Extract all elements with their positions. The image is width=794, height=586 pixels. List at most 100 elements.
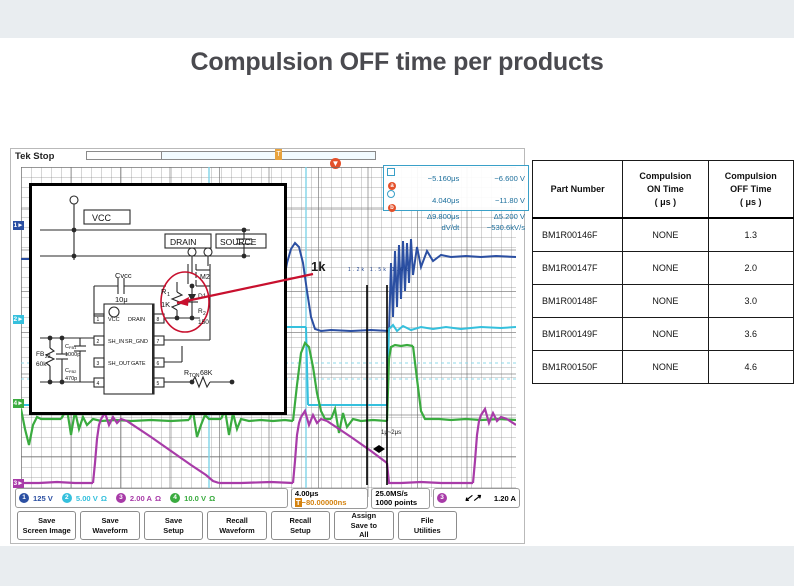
channel-1-badge-icon: 1 bbox=[19, 493, 29, 503]
header-line3: ( μs ) bbox=[654, 196, 677, 207]
pin-num-8: 8 bbox=[157, 317, 160, 323]
label-cvcc: Cvcc bbox=[115, 271, 132, 280]
trigger-box[interactable]: 3 ↙↗ 1.20 A bbox=[433, 488, 520, 508]
save-waveform-button[interactable]: Save Waveform bbox=[80, 511, 140, 540]
cell-off-time: 1.3 bbox=[707, 217, 794, 252]
channel-scale-4[interactable]: 4 10.0 V Ω bbox=[170, 493, 215, 503]
channel-4-coupling-icon: Ω bbox=[209, 493, 216, 503]
save-setup-button[interactable]: Save Setup bbox=[143, 511, 204, 540]
timebase-position: −80.00000ns bbox=[301, 498, 347, 507]
channel-2-scale: 5.00 V bbox=[75, 493, 98, 503]
btn-line3: All bbox=[359, 530, 369, 540]
cell-part-number: BM1R00147F bbox=[531, 251, 624, 285]
record-window-bar bbox=[161, 151, 376, 160]
cursor-a-badge: a bbox=[388, 181, 396, 190]
record-points: 1000 points bbox=[375, 498, 418, 507]
pin-num-5: 5 bbox=[157, 381, 160, 387]
channel-marker-1[interactable]: 1► bbox=[13, 221, 24, 230]
label-r1-sub: 1 bbox=[167, 292, 170, 298]
save-screen-image-button[interactable]: Save Screen Image bbox=[17, 511, 77, 540]
label-pin6-gate: GATE bbox=[131, 361, 146, 367]
label-fb-value: 60k bbox=[36, 361, 47, 368]
channel-scale-3[interactable]: 3 2.00 A Ω bbox=[115, 493, 161, 503]
table-row: BM1R00147F NONE 2.0 bbox=[531, 251, 794, 285]
btn-line1: Save bbox=[164, 516, 183, 525]
file-utilities-button[interactable]: File Utilities bbox=[397, 511, 457, 540]
page-title: Compulsion OFF time per products bbox=[190, 48, 604, 76]
timebase-box[interactable]: 4.00μs T−80.00000ns bbox=[290, 487, 369, 509]
header-line3: ( μs ) bbox=[740, 196, 762, 207]
cell-off-time: 2.0 bbox=[707, 251, 794, 285]
table-header-row: Part Number Compulsion ON Time ( μs ) Co… bbox=[531, 160, 794, 219]
header-line1: Compulsion bbox=[639, 170, 692, 181]
pin-num-2: 2 bbox=[97, 339, 100, 345]
label-r2-sub: 2 bbox=[203, 311, 206, 317]
assign-save-to-all-button[interactable]: Assign Save to All bbox=[334, 511, 394, 540]
label-pin1-vcc: VCC bbox=[108, 317, 120, 323]
table-row: BM1R00146F NONE 1.3 bbox=[531, 217, 794, 252]
label-m2: M2 bbox=[200, 274, 210, 281]
label-cvcc-value: 10μ bbox=[115, 295, 128, 304]
label-r2: R bbox=[198, 308, 203, 315]
channel-3-badge-icon: 3 bbox=[115, 493, 126, 503]
callout-arrow-icon bbox=[176, 272, 314, 306]
timebase-position-prefix-icon: T bbox=[294, 498, 302, 507]
scope-status-bar: 1 125 V 2 5.00 V Ω 3 2.00 A Ω 4 10.0 V Ω… bbox=[15, 487, 520, 509]
cell-on-time: NONE bbox=[622, 217, 709, 252]
trigger-level-marker-icon: ▼ bbox=[330, 158, 341, 169]
label-drain-box: DRAIN bbox=[170, 237, 196, 247]
channel-scale-2[interactable]: 2 5.00 V Ω bbox=[61, 493, 107, 503]
slope-label: dV/dt bbox=[441, 222, 460, 232]
header-line1: Compulsion bbox=[724, 170, 777, 181]
trigger-source-badge-icon: 3 bbox=[437, 493, 448, 503]
channel-scale-1[interactable]: 1 125 V bbox=[19, 493, 53, 503]
scope-menu-bar: Save Screen Image Save Waveform Save Set… bbox=[17, 511, 457, 541]
table-row: BM1R00150F NONE 4.6 bbox=[531, 350, 794, 384]
channel-marker-3[interactable]: 3► bbox=[13, 479, 24, 488]
header-part-number: Part Number bbox=[531, 160, 624, 219]
label-pin2-shin: SH_IN bbox=[108, 339, 124, 345]
channel-marker-2[interactable]: 2► bbox=[13, 315, 24, 324]
header-line2: ON Time bbox=[646, 183, 684, 194]
header-line2: OFF Time bbox=[730, 183, 772, 194]
btn-line2: Waveform bbox=[92, 525, 128, 535]
btn-line2: Setup bbox=[163, 525, 184, 535]
cursor-b-shape-icon: b bbox=[387, 190, 401, 212]
cursor-a-voltage: −6.600 V bbox=[494, 173, 525, 183]
application-circuit-schematic: VCC DRAIN SOURCE M2 Cvcc 10μ R 1 1K D1 R… bbox=[36, 195, 267, 395]
label-fb: FB bbox=[36, 351, 44, 358]
label-cfb2-value: 470p bbox=[65, 376, 77, 382]
btn-line1: Save bbox=[101, 516, 119, 525]
cell-on-time: NONE bbox=[622, 251, 709, 285]
slope-value: −530.6kV/s bbox=[486, 222, 525, 232]
channel-marker-4[interactable]: 4► bbox=[13, 399, 24, 408]
label-r1-value: 1K bbox=[161, 300, 170, 309]
label-pin7-srgnd: SR_GND bbox=[125, 339, 148, 345]
cursor-b-voltage: −11.80 V bbox=[494, 195, 525, 205]
channel-1-scale: 125 V bbox=[33, 493, 53, 503]
cell-off-time: 4.6 bbox=[707, 350, 794, 384]
cursor-b-badge: b bbox=[388, 203, 396, 212]
label-r2-value: 150 bbox=[198, 319, 209, 326]
table-row: BM1R00148F NONE 3.0 bbox=[531, 284, 794, 318]
cell-off-time: 3.6 bbox=[707, 317, 794, 351]
pin-num-3: 3 bbox=[97, 361, 100, 367]
label-pin8-drain: DRAIN bbox=[128, 317, 145, 323]
channel-2-badge-icon: 2 bbox=[61, 493, 72, 503]
cell-part-number: BM1R00148F bbox=[531, 284, 624, 318]
pin-num-6: 6 bbox=[157, 361, 160, 367]
label-r1: R bbox=[161, 287, 167, 296]
acquisition-box[interactable]: 25.0MS/s 1000 points bbox=[371, 487, 431, 509]
recall-waveform-button[interactable]: Recall Waveform bbox=[207, 511, 267, 540]
btn-line1: Assign bbox=[351, 511, 377, 521]
header-compulsion-on-time: Compulsion ON Time ( μs ) bbox=[622, 160, 709, 219]
btn-line1: Recall bbox=[289, 516, 312, 525]
cell-on-time: NONE bbox=[622, 317, 709, 351]
recall-setup-button[interactable]: Recall Setup bbox=[270, 511, 331, 540]
label-rton: R bbox=[184, 370, 189, 377]
label-cfb1: C bbox=[65, 344, 69, 350]
page-band-bottom bbox=[0, 546, 794, 586]
schematic-inset: VCC DRAIN SOURCE M2 Cvcc 10μ R 1 1K D1 R… bbox=[29, 183, 287, 415]
btn-line2: Waveform bbox=[219, 525, 255, 535]
label-rton-sub: TON bbox=[189, 373, 200, 379]
